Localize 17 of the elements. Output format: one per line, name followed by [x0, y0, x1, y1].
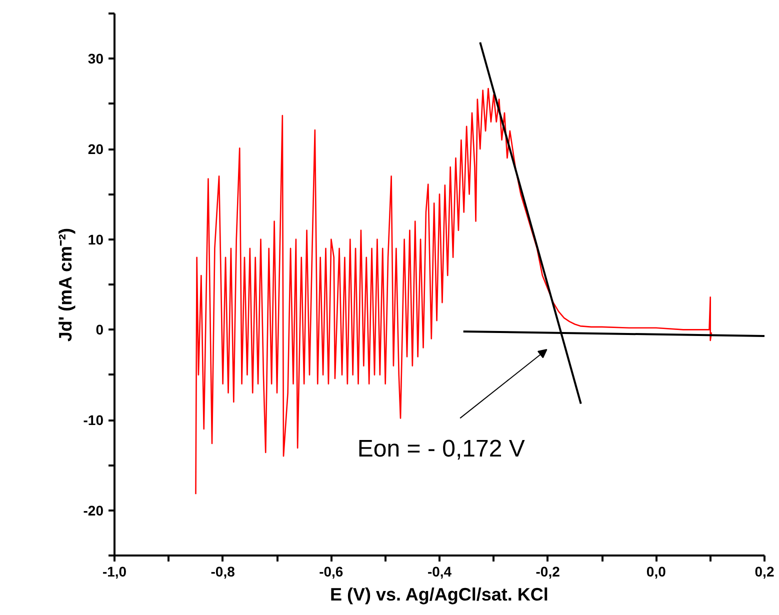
y-tick-label: 30	[88, 50, 104, 67]
annotation: Eon = - 0,172 V	[357, 435, 525, 462]
y-axis-title: Jd' (mA cm⁻²)	[55, 228, 76, 342]
y-tick-label: 0	[96, 322, 104, 338]
x-tick-label: -0,4	[427, 564, 452, 580]
y-tick-label: 10	[88, 231, 104, 248]
x-tick-label: 0,0	[646, 564, 666, 580]
y-tick-label: 20	[88, 141, 104, 157]
line-series	[195, 88, 712, 495]
x-tick-label: -0,8	[210, 564, 236, 580]
y-tick-label: -20	[83, 502, 104, 518]
x-tick-label: 0,2	[754, 564, 774, 580]
x-tick-label: -0,6	[319, 564, 344, 580]
y-tick-label: -10	[83, 412, 104, 428]
x-tick-label: -1,0	[102, 564, 127, 580]
x-tick-label: -0,2	[536, 564, 560, 580]
x-axis-title: E (V) vs. Ag/AgCl/sat. KCl	[330, 584, 548, 604]
